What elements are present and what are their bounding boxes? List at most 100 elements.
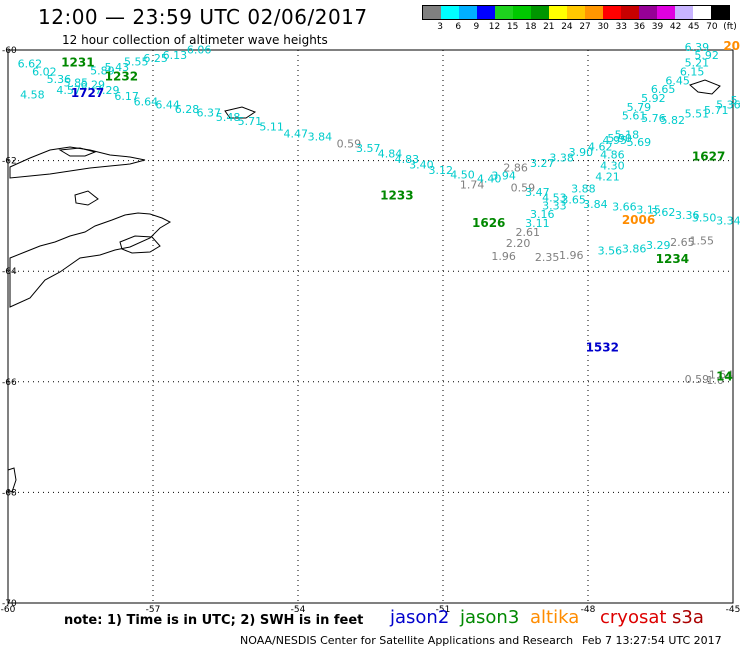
island-coastline <box>74 190 99 206</box>
swh-value: 6.62 <box>18 58 42 71</box>
pass-time-label: 1627 <box>692 150 725 164</box>
swh-value: 6.28 <box>175 103 200 116</box>
mission-s3a: s3a <box>672 607 704 628</box>
swh-value: 6.15 <box>680 65 705 78</box>
swh-value: 2.65 <box>670 236 695 249</box>
swh-value: 3.94 <box>491 169 516 182</box>
swh-value: 6.17 <box>114 90 139 103</box>
swh-value: 1.96 <box>559 249 584 262</box>
legend-swatch <box>531 6 549 19</box>
legend-label: 21 <box>543 22 555 32</box>
latitude-tick-label: -68 <box>2 488 17 498</box>
pass-time-label: 20 <box>723 39 740 53</box>
legend-swatch <box>657 6 675 19</box>
swh-value: 1.0 <box>706 374 724 387</box>
coastline <box>7 79 721 493</box>
swh-value: 4.50 <box>450 168 475 181</box>
latitude-tick-label: -70 <box>2 599 17 609</box>
pass-time-label: 1233 <box>380 188 413 202</box>
swh-value: 5.21 <box>685 57 710 70</box>
swh-value: 2.20 <box>506 237 531 250</box>
longitude-tick-label: -57 <box>146 605 161 615</box>
legend-labels: 3 6 9 12 15 18 21 24 27 30 33 36 39 42 45 70 (ft) <box>422 20 737 34</box>
swh-value: 6.37 <box>197 106 222 119</box>
longitude-tick-label: -45 <box>726 605 740 615</box>
swh-value: 5.36 <box>47 73 72 86</box>
swh-value: 6.25 <box>143 52 168 65</box>
legend-swatch <box>639 6 657 19</box>
map-title: 12:00 — 23:59 UTC 02/06/2017 <box>38 5 368 29</box>
island-coastline <box>224 106 257 119</box>
legend-label: 3 <box>437 22 443 32</box>
mission-jason3: jason3 <box>460 607 520 628</box>
swh-value: 4.95 <box>603 134 628 147</box>
swh-value: 4.40 <box>477 173 502 186</box>
longitude-tick-label: -60 <box>1 605 16 615</box>
swh-value: 5.89 <box>90 64 115 77</box>
swh-value: 1.96 <box>491 250 516 263</box>
swh-value: 3.15 <box>636 204 661 217</box>
swh-value: 6.13 <box>163 49 188 62</box>
legend-swatch <box>585 6 603 19</box>
legend-swatch <box>621 6 639 19</box>
legend-swatch <box>459 6 477 19</box>
swh-value: 5.48 <box>216 111 241 124</box>
legend-label: 36 <box>633 22 646 32</box>
swh-value: 3.65 <box>561 194 586 207</box>
longitude-tick-label: -54 <box>291 605 306 615</box>
swh-value: 3.84 <box>308 131 333 144</box>
longitude-tick-label: -51 <box>436 605 451 615</box>
pass-time-label: 1727 <box>71 86 104 100</box>
swh-value: 4.83 <box>395 153 420 166</box>
legend-swatch <box>477 6 495 19</box>
swh-value: 5.43 <box>105 61 129 74</box>
legend-label: 9 <box>473 22 480 32</box>
generated-timestamp: Feb 7 13:27:54 UTC 2017 <box>582 634 722 647</box>
axis-tick-labels: -60 -57 -54 -51 -48 -45 -60 -62 -64 -66 -68 -70 <box>1 46 740 615</box>
units-note: note: 1) Time is in UTC; 2) SWH is in fe… <box>64 613 364 628</box>
legend-swatch <box>693 6 711 19</box>
swh-value: 3.34 <box>716 215 740 228</box>
swh-value: 3.62 <box>651 206 676 219</box>
swh-value: 4.53 <box>542 192 567 205</box>
legend-label: 70 <box>706 22 718 32</box>
legend-swatch <box>675 6 693 19</box>
swh-value: 7.29 <box>95 84 120 97</box>
swh-value: 3.50 <box>692 211 717 224</box>
legend-label: 27 <box>579 22 591 32</box>
swh-value: 4.58 <box>20 89 45 102</box>
swh-value: 6.64 <box>134 95 159 108</box>
swh-value: 5.85 <box>64 76 88 89</box>
swh-value: 4.21 <box>595 171 620 184</box>
latitude-tick-label: -66 <box>2 378 17 388</box>
swh-value: 3.88 <box>571 183 596 196</box>
map-subtitle: 12 hour collection of altimeter wave hei… <box>62 33 328 47</box>
pass-time-label: 1626 <box>472 216 505 230</box>
swh-value: 2.86 <box>503 162 527 175</box>
swh-value: 3.86 <box>622 242 647 255</box>
legend-label: 42 <box>669 22 682 32</box>
swh-value: 6.02 <box>32 65 57 78</box>
mission-cryosat: cryosat <box>600 607 667 628</box>
island-coastline <box>58 147 97 157</box>
swh-value: 6.06 <box>187 43 212 56</box>
swh-value: 3.90 <box>569 146 594 159</box>
legend-label: 45 <box>688 22 700 32</box>
swh-value: 3.33 <box>542 199 567 212</box>
swh-value: 1.74 <box>460 178 485 191</box>
swh-value: 4.47 <box>284 127 309 140</box>
lat-lon-grid <box>7 49 734 604</box>
latitude-tick-label: -62 <box>2 157 17 167</box>
swh-value: 0.59 <box>511 182 535 195</box>
legend-swatch <box>567 6 585 19</box>
swh-value: 3.36 <box>675 209 700 222</box>
swh-value: 1.55 <box>690 235 715 248</box>
swh-value: 5.18 <box>615 128 640 141</box>
swh-value: 3.38 <box>549 152 574 165</box>
swh-value: 4.84 <box>378 147 403 160</box>
swh-value: 6.29 <box>81 79 106 92</box>
swh-value: 5.4 <box>731 94 740 107</box>
swh-value: 3.84 <box>583 198 608 211</box>
pass-time-label: 1532 <box>586 340 619 354</box>
